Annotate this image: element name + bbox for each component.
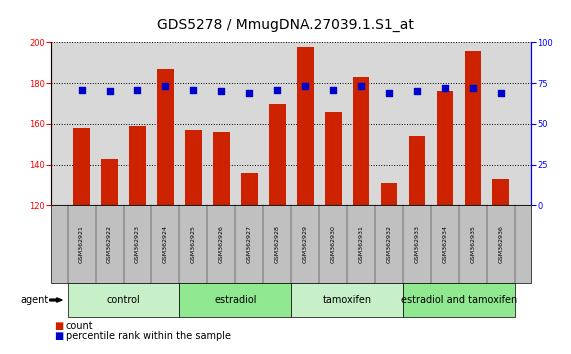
Text: GSM362931: GSM362931 [359, 225, 364, 263]
Point [105, 88, 114, 94]
Bar [381, 183, 397, 205]
Point [356, 84, 365, 89]
Text: estradiol and tamoxifen: estradiol and tamoxifen [401, 295, 517, 305]
Point [300, 84, 309, 89]
Point [496, 90, 505, 96]
Text: tamoxifen: tamoxifen [323, 295, 372, 305]
Bar [185, 130, 202, 205]
Text: control: control [107, 295, 140, 305]
Bar [297, 46, 313, 205]
Bar [269, 103, 286, 205]
Text: ■: ■ [54, 321, 63, 331]
Text: GSM362929: GSM362929 [303, 225, 308, 263]
Bar [129, 126, 146, 205]
Point [77, 87, 86, 92]
Point [468, 85, 477, 91]
Bar [101, 159, 118, 205]
Text: estradiol: estradiol [214, 295, 256, 305]
Text: GSM362923: GSM362923 [135, 225, 140, 263]
Text: GSM362926: GSM362926 [219, 225, 224, 263]
Point [328, 87, 337, 92]
Text: GSM362934: GSM362934 [443, 225, 448, 263]
Text: agent: agent [21, 295, 49, 305]
Bar [437, 91, 453, 205]
Text: GSM362935: GSM362935 [471, 225, 476, 263]
Bar [464, 51, 481, 205]
Text: GSM362922: GSM362922 [107, 225, 112, 263]
Text: ■: ■ [54, 331, 63, 341]
Text: GDS5278 / MmugDNA.27039.1.S1_at: GDS5278 / MmugDNA.27039.1.S1_at [157, 18, 414, 32]
Bar [73, 128, 90, 205]
Bar [241, 173, 258, 205]
Text: percentile rank within the sample: percentile rank within the sample [66, 331, 231, 341]
Text: GSM362925: GSM362925 [191, 225, 196, 263]
Point [412, 88, 421, 94]
Bar [157, 69, 174, 205]
Text: GSM362932: GSM362932 [387, 225, 392, 263]
Text: GSM362933: GSM362933 [415, 225, 420, 263]
Bar [353, 77, 369, 205]
Point [384, 90, 393, 96]
Point [133, 87, 142, 92]
Point [440, 85, 449, 91]
Text: GSM362928: GSM362928 [275, 225, 280, 263]
Point [273, 87, 282, 92]
Text: GSM362927: GSM362927 [247, 225, 252, 263]
Point [217, 88, 226, 94]
Bar [325, 112, 341, 205]
Text: GSM362924: GSM362924 [163, 225, 168, 263]
Point [245, 90, 254, 96]
Text: count: count [66, 321, 93, 331]
Point [161, 84, 170, 89]
Text: GSM362921: GSM362921 [79, 225, 84, 263]
Text: GSM362936: GSM362936 [498, 225, 504, 263]
Point [189, 87, 198, 92]
Text: GSM362930: GSM362930 [331, 225, 336, 263]
Bar [409, 136, 425, 205]
Bar [213, 132, 230, 205]
Bar [492, 179, 509, 205]
